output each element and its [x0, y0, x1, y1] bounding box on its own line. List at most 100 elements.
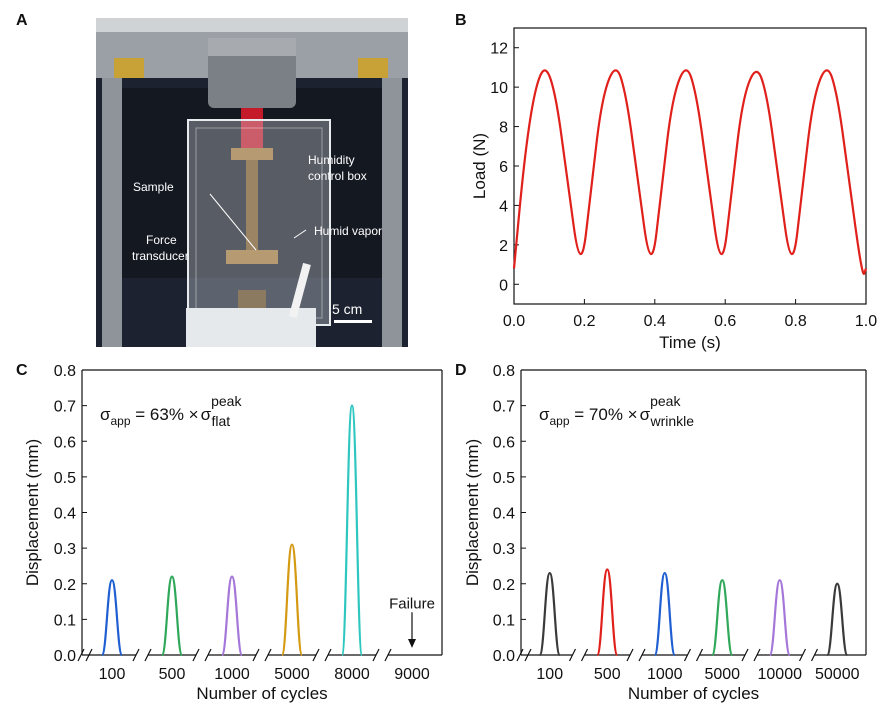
displacement-pulse-5000: [711, 579, 734, 657]
x-category-label: 1000: [647, 666, 683, 683]
y-tick-label: 0.1: [54, 612, 76, 629]
axis-break: [192, 648, 200, 662]
displacement-pulse-100: [100, 579, 124, 657]
panel-label-a: A: [16, 12, 28, 29]
y-tick-label: 0.3: [54, 541, 76, 558]
axis-break: [312, 648, 320, 662]
force-transducer-part: [238, 290, 266, 310]
scale-bar-label: 5 cm: [332, 301, 362, 317]
x-tick-label: 0.0: [503, 313, 525, 330]
x-category-label: 100: [99, 666, 126, 683]
vapor-tube: [288, 262, 311, 319]
displacement-chart-wrinkle: 0.0 0.1 0.2 0.3 0.4 0.5 0.6 0.7 0.8 100 500 1000 500…: [463, 363, 867, 703]
axis-break: [85, 648, 93, 662]
y-tick-label: 0.5: [54, 470, 76, 487]
failure-label: Failure: [389, 596, 435, 613]
y-tick-label: 0.8: [54, 363, 76, 380]
x-axis-label: Number of cycles: [196, 684, 327, 703]
panel-label-b: B: [455, 12, 467, 29]
upper-grip: [231, 148, 273, 160]
load-series-line: [512, 69, 868, 275]
y-tick-label: 0.5: [493, 470, 515, 487]
axis-break: [516, 648, 524, 662]
humidity-box-label-2: control box: [308, 169, 367, 183]
right-column: [382, 78, 402, 347]
x-tick-label: 1.0: [855, 313, 877, 330]
x-tick-label: 0.2: [573, 313, 595, 330]
y-tick-label: 0.4: [493, 506, 515, 523]
axis-break: [798, 648, 807, 662]
displacement-pulse-1000: [220, 575, 244, 657]
stress-annotation: σapp = 63% × σpeak flat: [100, 393, 242, 429]
failure-arrowhead: [408, 638, 416, 648]
displacement-pulse-500: [596, 568, 619, 657]
x-tick-label: 0.4: [644, 313, 666, 330]
y-tick-label: 0.2: [493, 577, 515, 594]
scale-bar: [334, 320, 372, 323]
axis-break: [568, 648, 577, 662]
sample-label: Sample: [133, 180, 174, 194]
x-category-label: 8000: [334, 666, 370, 683]
axis-break: [524, 648, 532, 662]
y-tick-label: 2: [499, 238, 508, 255]
y-tick-label: 4: [499, 198, 508, 215]
x-tick-label: 0.8: [784, 313, 806, 330]
displacement-pulse-500: [160, 575, 184, 657]
panel-label-d: D: [455, 362, 467, 379]
force-transducer-label-2: transducer: [132, 249, 189, 263]
y-tick-label: 12: [490, 41, 508, 58]
y-tick-label: 0: [499, 277, 508, 294]
displacement-pulse-1000: [653, 571, 676, 657]
y-tick-label: 0.1: [493, 612, 515, 629]
panel-label-c: C: [16, 362, 28, 379]
force-transducer-label-1: Force: [146, 233, 177, 247]
y-tick-label: 0.2: [54, 577, 76, 594]
x-category-label: 1000: [214, 666, 250, 683]
x-category-label: 9000: [394, 666, 430, 683]
x-category-label: 500: [159, 666, 186, 683]
stress-annotation: σapp = 70% × σpeak wrinkle: [539, 393, 694, 429]
load-time-chart: 0.0 0.2 0.4 0.6 0.8 1.0 0 2 4 6 8 10 12 Time (s) Load …: [470, 27, 877, 352]
x-category-label: 5000: [704, 666, 740, 683]
y-tick-label: 0.7: [54, 399, 76, 416]
y-axis-label: Displacement (mm): [463, 439, 482, 586]
left-column: [102, 78, 122, 347]
x-axis-label: Number of cycles: [628, 684, 759, 703]
displacement-pulse-8000: [340, 404, 364, 657]
humid-vapor-label: Humid vapor: [314, 224, 382, 238]
y-tick-label: 0.6: [493, 434, 515, 451]
displacement-chart-flat: 0.0 0.1 0.2 0.3 0.4 0.5 0.6 0.7 0.8 100 500 1000 500…: [23, 363, 443, 703]
y-tick-label: 0.0: [493, 648, 515, 665]
axis-break: [741, 648, 749, 662]
x-category-label: 5000: [274, 666, 310, 683]
x-axis-label: Time (s): [659, 333, 721, 352]
x-category-label: 10000: [758, 666, 803, 683]
axis-break: [252, 648, 260, 662]
sample-leader: [209, 193, 257, 251]
y-axis-label: Load (N): [470, 133, 489, 199]
displacement-pulse-5000: [280, 543, 304, 657]
y-tick-label: 6: [499, 159, 508, 176]
plot-frame: [513, 27, 867, 305]
x-category-label: 50000: [815, 666, 860, 683]
humidity-box-label-1: Humidity: [308, 153, 355, 167]
x-category-label: 100: [536, 666, 563, 683]
sample-rod: [246, 160, 258, 250]
displacement-pulse-100: [538, 571, 561, 657]
y-tick-label: 8: [499, 120, 508, 137]
y-axis-label: Displacement (mm): [23, 439, 42, 586]
displacement-pulse-10000: [768, 579, 791, 657]
y-tick-label: 10: [490, 80, 508, 97]
y-tick-label: 0.6: [54, 434, 76, 451]
axis-break: [77, 648, 85, 662]
x-category-label: 500: [594, 666, 621, 683]
axis-break: [683, 648, 692, 662]
testing-machine-photo: Humidity control box Sample Humid vapor …: [96, 18, 408, 347]
axis-break: [132, 648, 140, 662]
x-tick-label: 0.6: [714, 313, 736, 330]
displacement-pulse-50000: [826, 582, 849, 657]
axis-break: [372, 648, 380, 662]
y-tick-label: 0.0: [54, 648, 76, 665]
y-tick-label: 0.8: [493, 363, 515, 380]
